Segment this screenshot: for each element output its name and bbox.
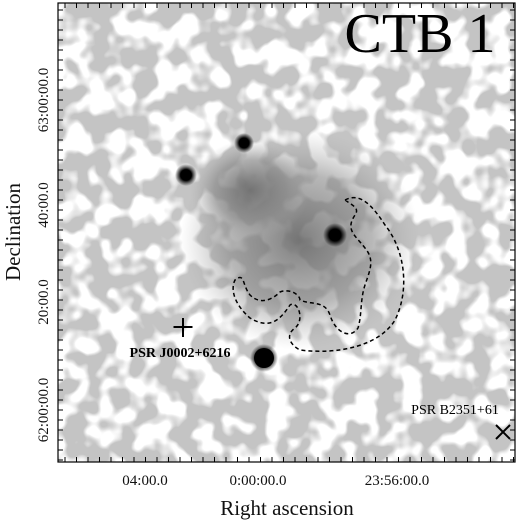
y-tick-label: 40:00.0 <box>36 182 52 227</box>
title: CTB 1 <box>345 3 496 65</box>
frame <box>57 2 516 463</box>
y-axis-label: Declination <box>1 183 25 281</box>
x-tick-label: 23:56:00.0 <box>365 473 430 489</box>
pulsar-marker <box>173 318 193 337</box>
x-tick-label: 04:00.0 <box>122 473 167 489</box>
annotation: PSR J0002+6216 <box>130 346 231 361</box>
contour <box>232 196 405 352</box>
pulsar-marker <box>495 424 511 440</box>
y-tick-label: 63:00:00.0 <box>36 68 52 133</box>
y-tick-label: 62:00:00.0 <box>36 378 52 443</box>
annotation: PSR B2351+61 <box>411 403 499 418</box>
x-axis-label: Right ascension <box>220 496 354 520</box>
minor-ticks <box>58 3 515 462</box>
x-tick-label: 0:00:00.0 <box>229 473 286 489</box>
sky-map <box>58 3 515 462</box>
y-tick-label: 20:00.0 <box>36 279 52 324</box>
